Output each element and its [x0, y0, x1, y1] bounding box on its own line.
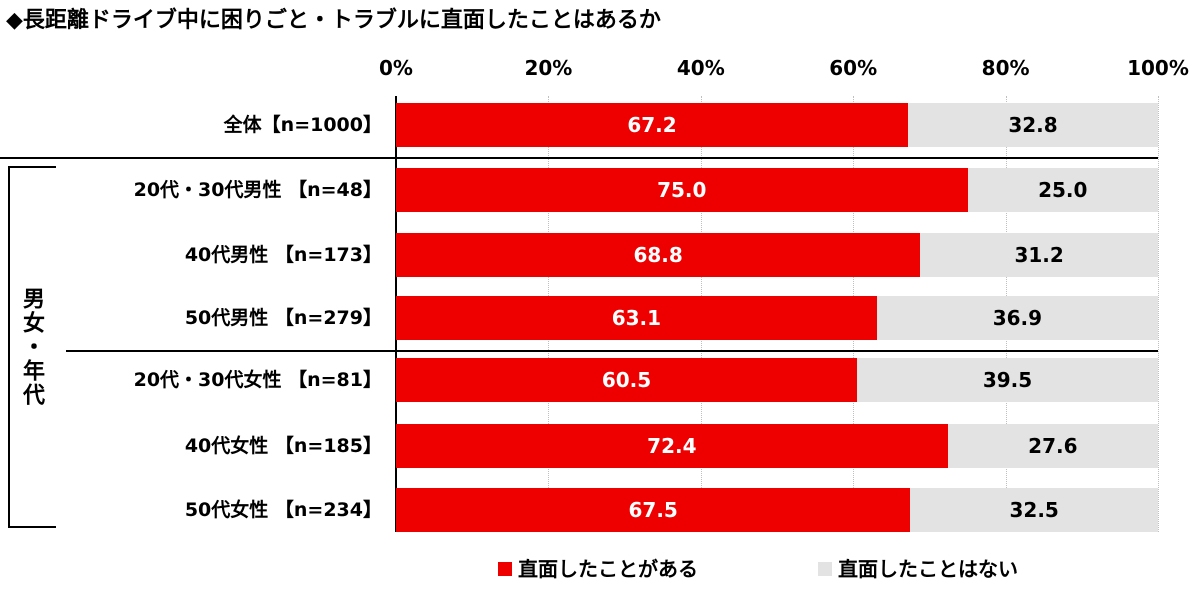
x-tick-label: 20%: [524, 56, 573, 80]
legend-label: 直面したことがある: [518, 557, 698, 581]
x-tick-label: 100%: [1127, 56, 1189, 80]
data-label-no: 31.2: [1014, 243, 1064, 267]
bar-segment-no: [920, 233, 1158, 277]
x-tick-label: 40%: [676, 56, 725, 80]
data-label-no: 25.0: [1038, 178, 1088, 202]
x-tick-label: 60%: [829, 56, 878, 80]
category-label-text: 40代女性 【n=185】: [184, 435, 382, 457]
chart-title: ◆長距離ドライブ中に困りごと・トラブルに直面したことはあるか: [6, 8, 661, 33]
data-label-yes: 75.0: [657, 178, 707, 202]
bar-segment-yes: [396, 424, 948, 468]
bar-segment-no: [910, 488, 1158, 532]
bar-segment-yes: [396, 296, 877, 340]
category-label-text: 20代・30代男性 【n=48】: [133, 179, 382, 201]
category-label: 20代・30代男性 【n=48】: [60, 168, 382, 212]
category-label: 40代女性 【n=185】: [60, 424, 382, 468]
category-label-text: 40代男性 【n=173】: [184, 244, 382, 266]
bar-segment-yes: [396, 168, 968, 212]
group-bracket: [8, 166, 56, 528]
data-label-yes: 67.5: [628, 498, 678, 522]
data-label-no: 36.9: [992, 306, 1043, 330]
separator-line: [66, 350, 1158, 352]
bar-segment-yes: [396, 233, 921, 277]
legend-item: 直面したことはない: [818, 554, 1018, 584]
legend-swatch: [818, 561, 832, 576]
data-label-yes: 68.8: [633, 243, 683, 267]
category-label: 全体【n=1000】: [60, 103, 382, 147]
bar-segment-no: [967, 168, 1158, 212]
x-tick-label: 0%: [379, 56, 413, 80]
category-label-text: 全体【n=1000】: [223, 114, 382, 136]
data-label-yes: 67.2: [627, 113, 677, 137]
bar-segment-no: [947, 424, 1158, 468]
legend-label: 直面したことはない: [838, 557, 1018, 581]
bar-segment-yes: [396, 103, 909, 147]
legend-swatch: [498, 561, 512, 576]
category-label: 50代男性 【n=279】: [60, 296, 382, 340]
bar-segment-no: [876, 296, 1158, 340]
data-label-yes: 63.1: [611, 306, 662, 330]
x-gridline: [1158, 96, 1159, 532]
legend-item: 直面したことがある: [498, 554, 698, 584]
category-label-text: 50代男性 【n=279】: [184, 307, 382, 329]
bar-segment-yes: [396, 488, 911, 532]
data-label-yes: 72.4: [647, 434, 697, 458]
data-label-yes: 60.5: [601, 368, 652, 392]
data-label-no: 27.6: [1028, 434, 1078, 458]
category-label: 50代女性 【n=234】: [60, 488, 382, 532]
bar-segment-yes: [396, 358, 857, 402]
x-tick-label: 80%: [981, 56, 1030, 80]
bar-segment-no: [857, 358, 1158, 402]
category-label-text: 20代・30代女性 【n=81】: [133, 369, 382, 391]
category-label: 20代・30代女性 【n=81】: [60, 358, 382, 402]
category-label: 40代男性 【n=173】: [60, 233, 382, 277]
data-label-no: 32.8: [1008, 113, 1058, 137]
separator-line: [0, 157, 1158, 159]
group-label: 男女・年代: [19, 287, 44, 407]
data-label-no: 39.5: [982, 368, 1033, 392]
data-label-no: 32.5: [1009, 498, 1059, 522]
bar-segment-no: [908, 103, 1158, 147]
category-label-text: 50代女性 【n=234】: [184, 499, 382, 521]
